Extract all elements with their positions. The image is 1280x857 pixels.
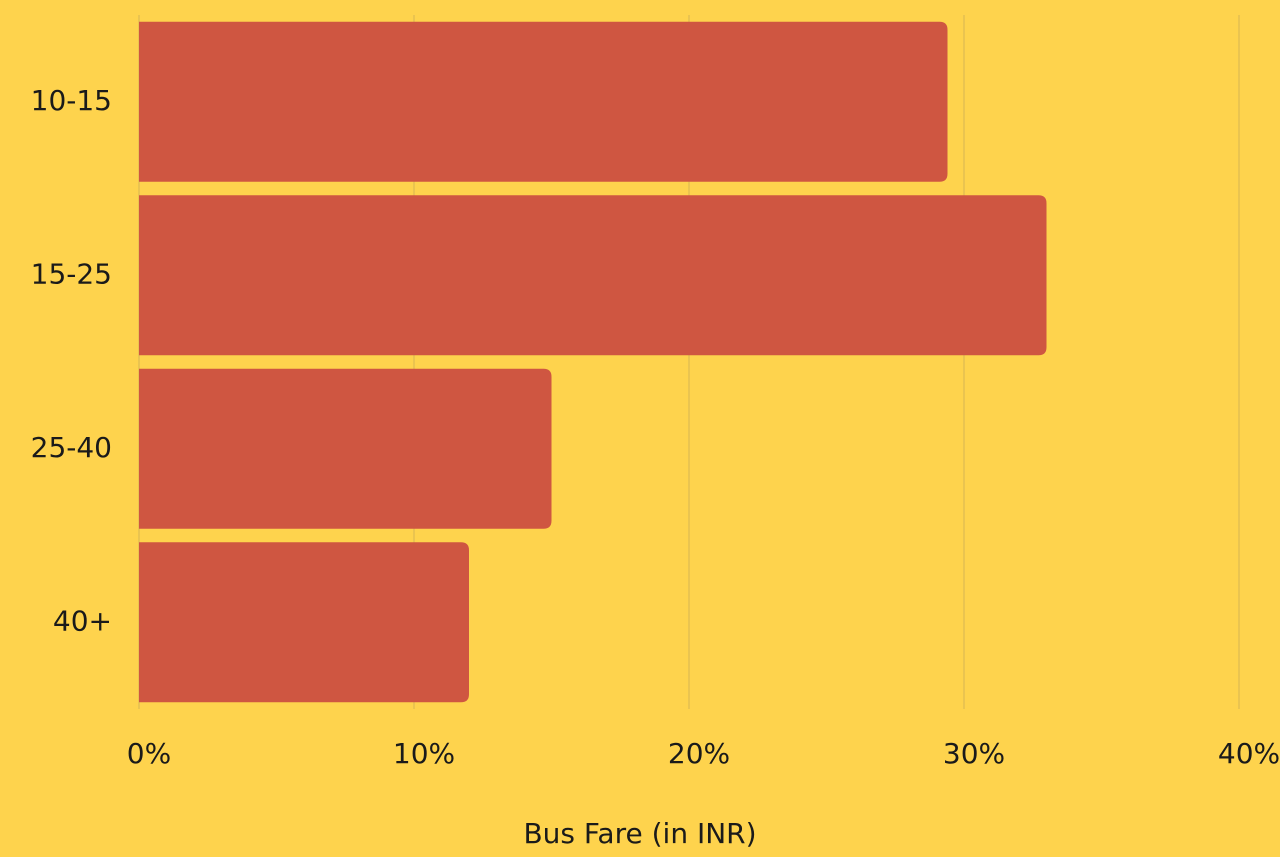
x-tick-label: 0%	[127, 737, 171, 770]
x-tick-label: 20%	[668, 737, 730, 770]
x-tick-label: 40%	[1218, 737, 1280, 770]
x-tick-label: 10%	[393, 737, 455, 770]
bar	[139, 368, 552, 529]
y-tick-label: 25-40	[31, 431, 112, 464]
x-axis-label: Bus Fare (in INR)	[523, 817, 756, 850]
y-tick-label: 10-15	[31, 84, 112, 117]
bar	[139, 195, 1047, 356]
bar	[139, 21, 948, 182]
y-tick-label: 40+	[53, 604, 112, 637]
bar	[139, 542, 469, 703]
x-tick-label: 30%	[943, 737, 1005, 770]
y-tick-label: 15-25	[31, 257, 112, 290]
